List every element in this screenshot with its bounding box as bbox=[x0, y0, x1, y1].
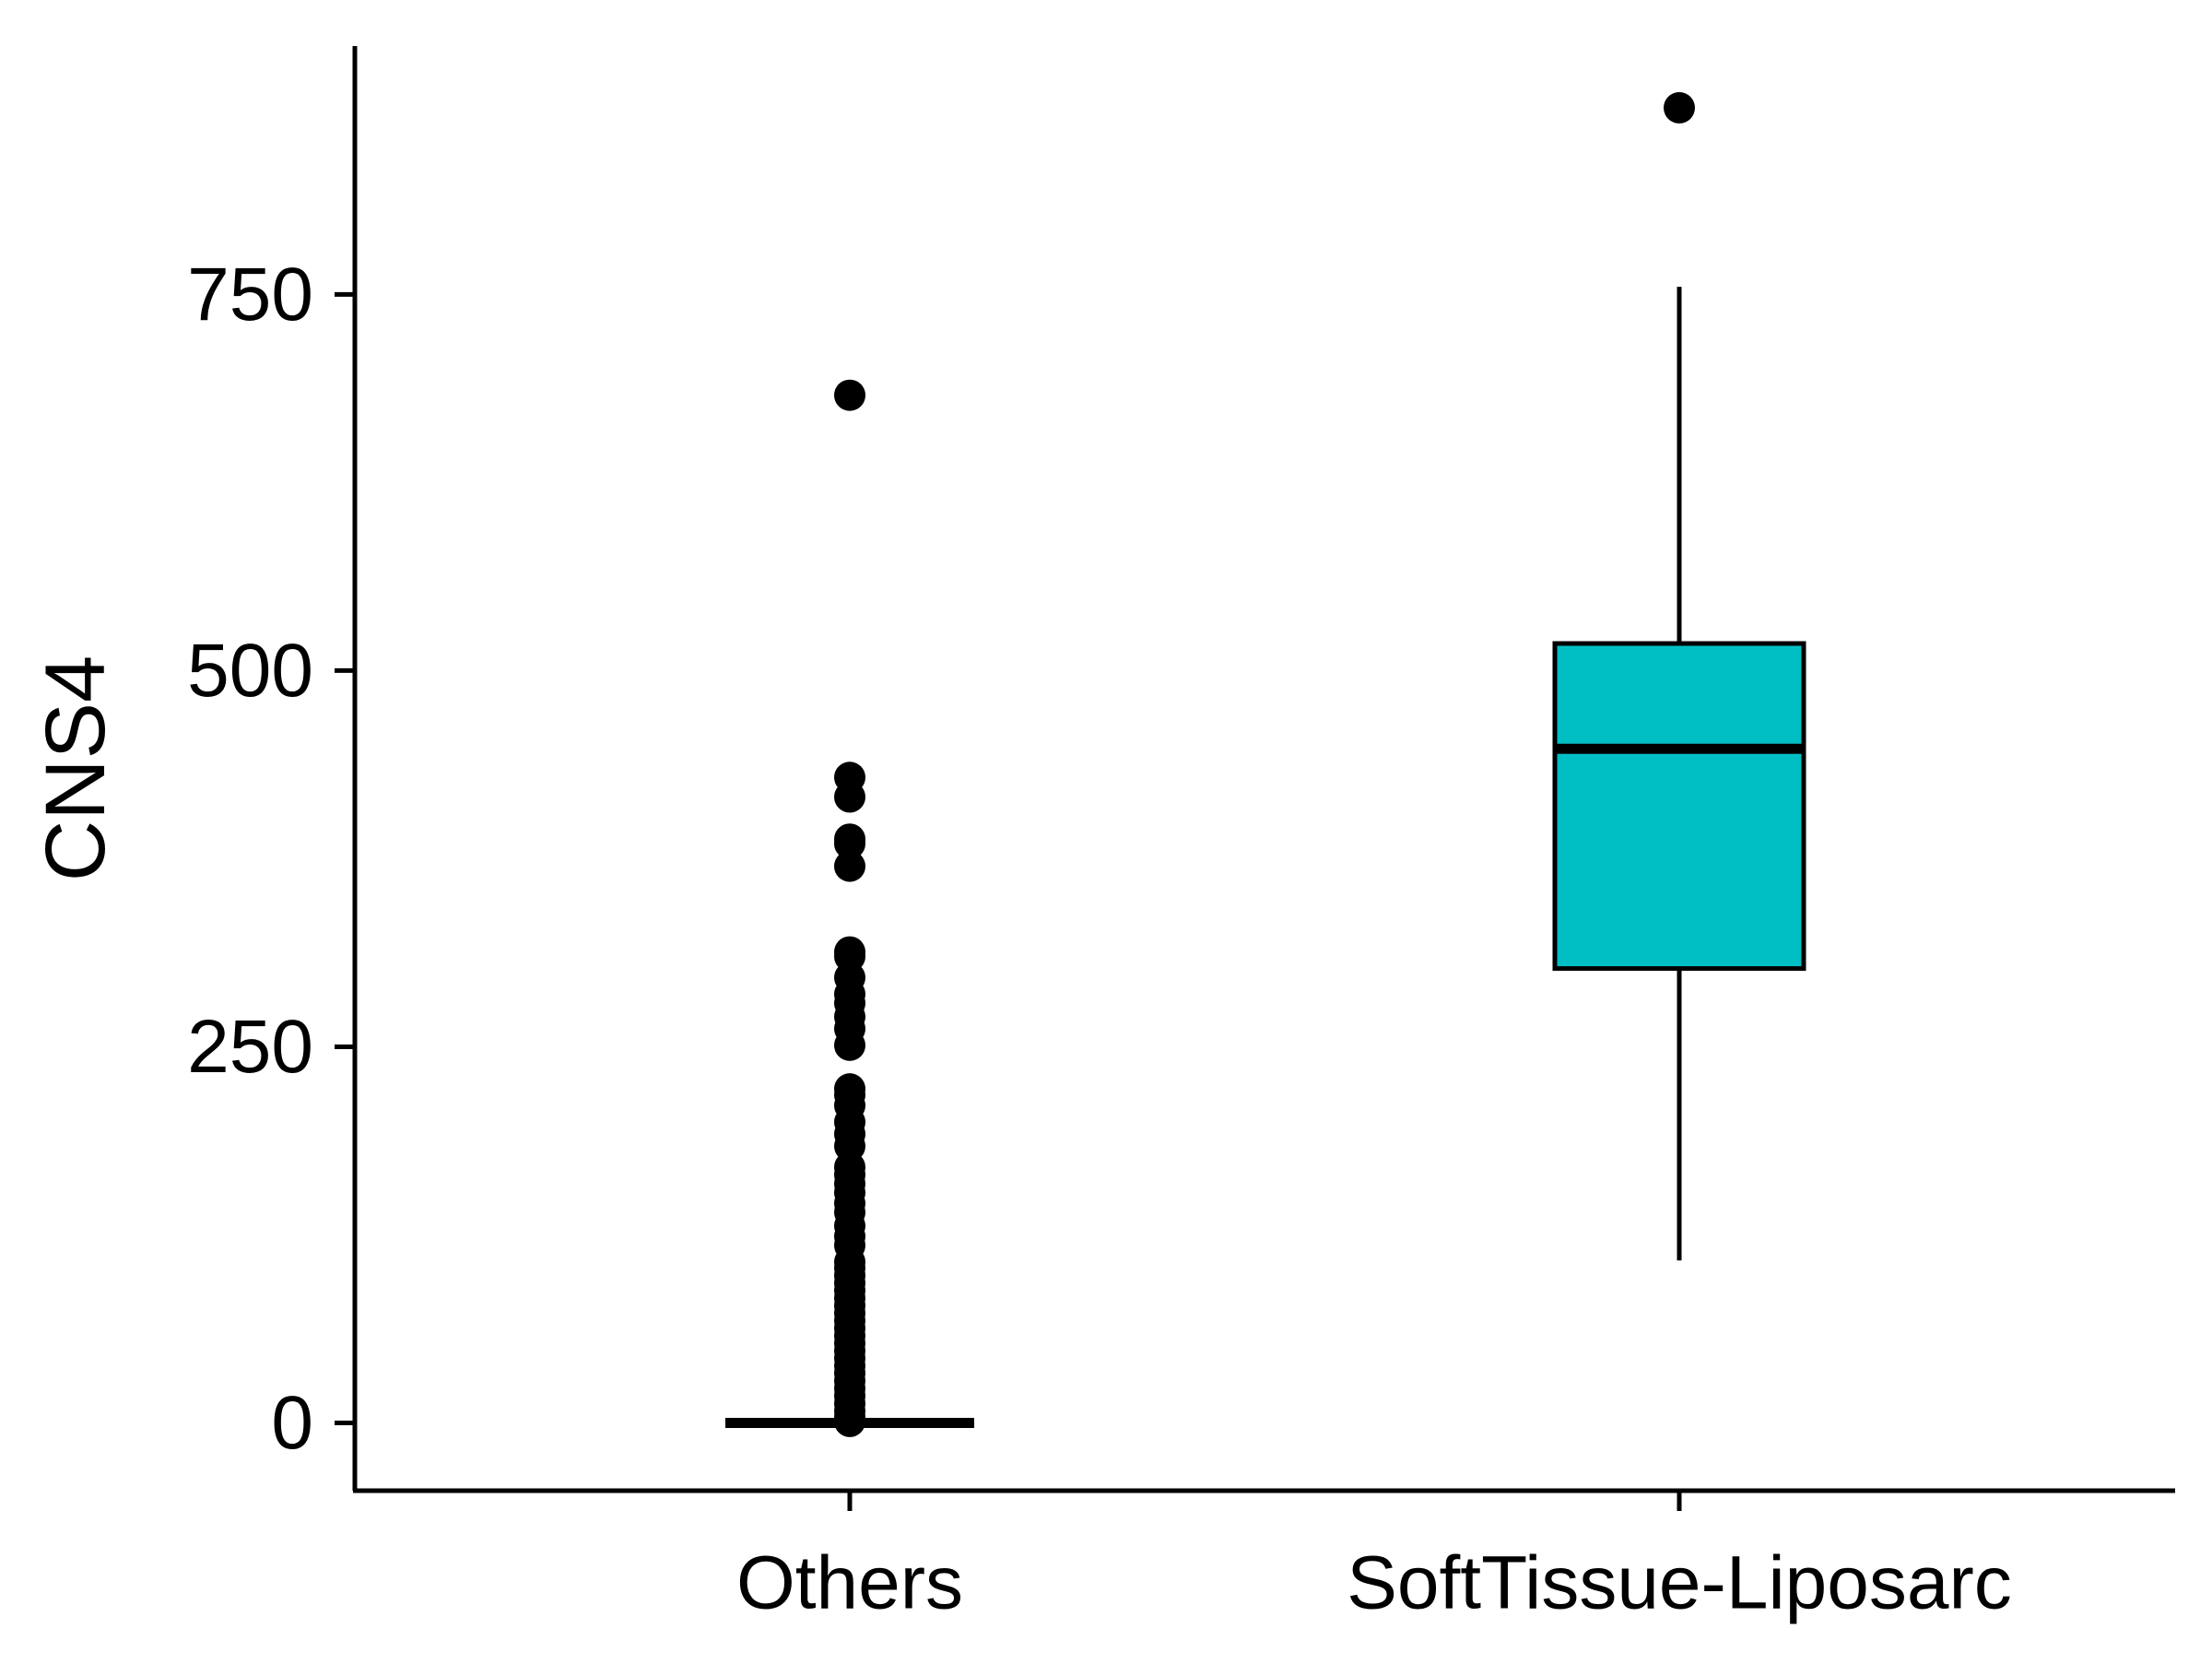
plot-marks bbox=[725, 91, 1806, 1437]
x-tick-label: Others bbox=[736, 1541, 963, 1625]
x-tick-label: SoftTissue-Liposarc bbox=[1347, 1541, 2012, 1625]
outlier-point bbox=[1664, 91, 1695, 124]
outlier-point bbox=[834, 1405, 865, 1437]
y-axis-title: CNS4 bbox=[29, 655, 123, 881]
outlier-point bbox=[834, 1029, 865, 1061]
y-tick-label: 0 bbox=[271, 1381, 313, 1465]
box-iqr bbox=[1552, 641, 1806, 972]
outlier-point bbox=[834, 828, 865, 860]
axis-labels: 0 250 500 750 Others SoftTissue-Liposarc CNS4 bbox=[29, 253, 2012, 1625]
y-tick-label: 500 bbox=[187, 629, 313, 713]
box-group-softtissue-liposarc bbox=[1552, 91, 1806, 1261]
outlier-point bbox=[834, 781, 865, 813]
outlier-point bbox=[834, 850, 865, 882]
outlier-point bbox=[834, 379, 865, 411]
axes bbox=[335, 46, 2175, 1511]
box-group-others bbox=[725, 379, 974, 1437]
y-tick-label: 750 bbox=[187, 253, 313, 336]
y-tick-label: 250 bbox=[187, 1005, 313, 1089]
